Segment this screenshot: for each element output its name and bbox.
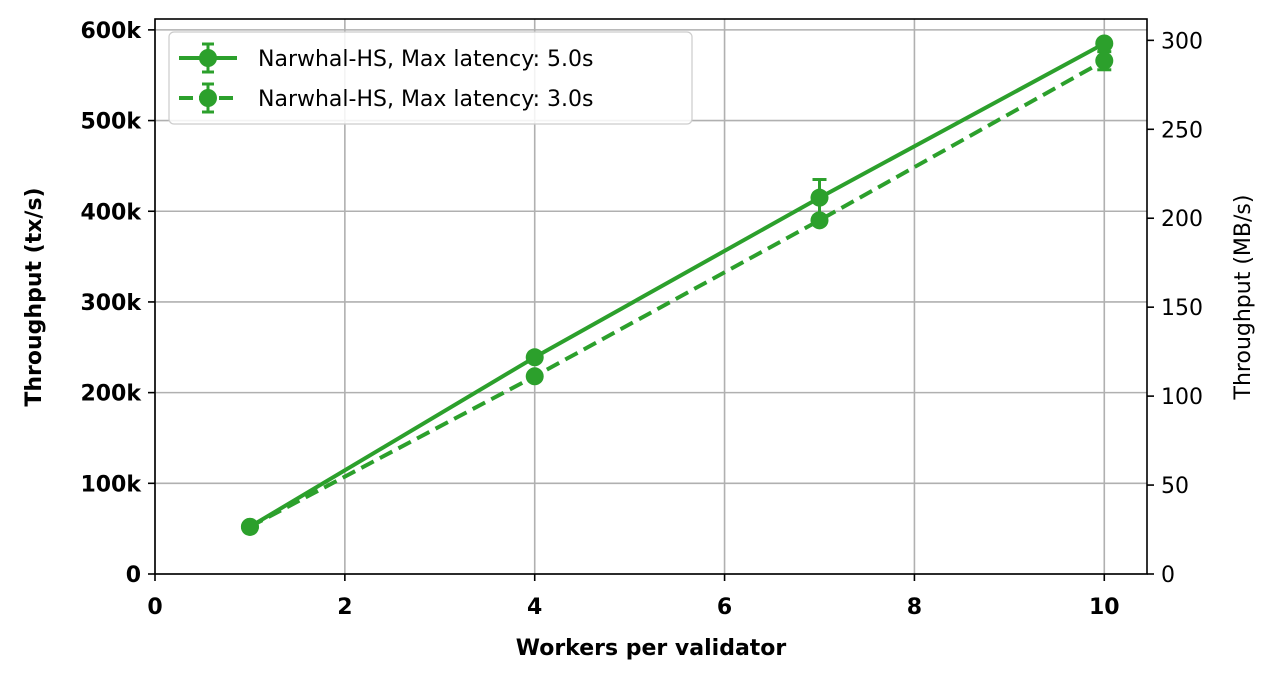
data-point-0 [1095, 34, 1114, 53]
plot-frame [154, 18, 1148, 575]
y-tick-label: 300k [80, 291, 142, 316]
y-right-tick-label: 0 [1161, 563, 1175, 588]
legend-marker-5s [199, 49, 217, 67]
y-tick-label: 600k [80, 19, 142, 44]
legend-label-5s: Narwhal-HS, Max latency: 5.0s [258, 47, 594, 72]
x-tick-label: 8 [907, 595, 922, 620]
series-line-1 [248, 58, 1106, 529]
series-line-0 [248, 41, 1106, 529]
y-tick-label: 100k [80, 472, 142, 497]
legend-marker-3s [199, 89, 217, 107]
y-right-tick-label: 150 [1161, 296, 1203, 321]
legend-entry-3s: Narwhal-HS, Max latency: 3.0s [179, 82, 594, 114]
y-tick-label: 400k [80, 200, 142, 225]
y-right-tick-label: 300 [1161, 29, 1203, 54]
y-tick-label: 500k [80, 110, 142, 135]
y-right-tick-label: 100 [1161, 385, 1203, 410]
y-axis-label: Throughput (tx/s) [22, 187, 47, 406]
legend-entry-5s: Narwhal-HS, Max latency: 5.0s [179, 42, 594, 74]
x-tick-label: 2 [337, 595, 352, 620]
x-tick-label: 4 [527, 595, 542, 620]
data-point-0 [525, 348, 544, 367]
data-point-1 [810, 211, 829, 230]
y-right-tick-label: 50 [1161, 474, 1189, 499]
y-tick-label: 0 [126, 563, 141, 588]
x-tick-label: 0 [147, 595, 162, 620]
legend-label-3s: Narwhal-HS, Max latency: 3.0s [258, 87, 594, 112]
y-tick-label: 200k [80, 382, 142, 407]
series-layer [240, 34, 1114, 536]
data-point-1 [525, 367, 544, 386]
axis-ticks: 0 2 4 6 8 100100k200k300k400k500k600k05010015… [80, 19, 1203, 620]
y-right-tick-label: 250 [1161, 118, 1203, 143]
x-tick-label: 10 [1089, 595, 1120, 620]
legend-box [168, 31, 693, 125]
data-point-0 [810, 188, 829, 207]
data-point-1 [1095, 51, 1114, 70]
legend: Narwhal-HS, Max latency: 5.0s Narwhal-HS… [168, 31, 693, 125]
x-axis-label: Workers per validator [516, 636, 787, 661]
data-point-1 [240, 517, 259, 536]
y-axis-label-right: Throughput (MB/s) [1231, 195, 1256, 401]
y-right-tick-label: 200 [1161, 207, 1203, 232]
x-tick-label: 6 [717, 595, 732, 620]
